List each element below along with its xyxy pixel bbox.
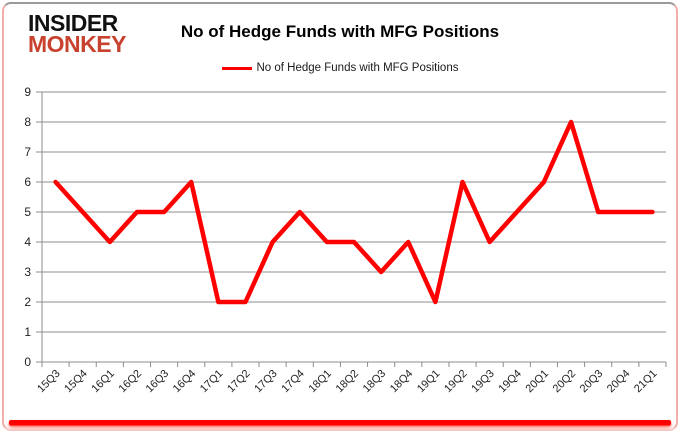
x-tick-label: 20Q3 bbox=[578, 368, 606, 396]
x-tick-label: 21Q1 bbox=[632, 368, 660, 396]
x-tick-label: 16Q3 bbox=[144, 368, 172, 396]
x-tick-label: 15Q3 bbox=[35, 368, 63, 396]
x-tick-label: 16Q1 bbox=[89, 368, 117, 396]
y-tick-label: 5 bbox=[24, 205, 31, 219]
x-tick-label: 17Q2 bbox=[225, 368, 253, 396]
x-tick-label: 17Q4 bbox=[279, 368, 307, 396]
chart-title: No of Hedge Funds with MFG Positions bbox=[180, 22, 500, 41]
x-tick-label: 18Q1 bbox=[306, 368, 334, 396]
y-tick-label: 9 bbox=[24, 85, 31, 99]
x-tick-label: 19Q2 bbox=[442, 368, 470, 396]
y-tick-label: 0 bbox=[24, 355, 31, 369]
x-tick-label: 15Q4 bbox=[62, 368, 90, 396]
logo-text-insider: INSIDER bbox=[28, 10, 118, 36]
y-tick-label: 8 bbox=[24, 115, 31, 129]
y-tick-label: 3 bbox=[24, 265, 31, 279]
x-tick-label: 20Q4 bbox=[605, 368, 633, 396]
y-axis-labels: 0 1 2 3 4 5 6 7 8 9 bbox=[24, 85, 31, 369]
insider-monkey-logo: INSIDER MONKEY bbox=[28, 10, 126, 58]
y-tick-label: 7 bbox=[24, 145, 31, 159]
x-tick-label: 18Q2 bbox=[334, 368, 362, 396]
y-tick-label: 6 bbox=[24, 175, 31, 189]
x-tick-label: 16Q2 bbox=[117, 368, 145, 396]
axis-ticks bbox=[36, 91, 667, 367]
bottom-accent-bar bbox=[9, 420, 671, 425]
logo-text-monkey: MONKEY bbox=[28, 31, 126, 58]
x-tick-label: 20Q2 bbox=[551, 368, 579, 396]
legend-label: No of Hedge Funds with MFG Positions bbox=[256, 62, 459, 74]
x-tick-label: 18Q4 bbox=[388, 368, 416, 396]
x-tick-label: 19Q4 bbox=[496, 368, 524, 396]
x-axis-labels: 15Q3 15Q4 16Q1 16Q2 16Q3 16Q4 17Q1 17Q2 17Q3 17Q4… bbox=[35, 368, 659, 396]
x-tick-label: 19Q3 bbox=[469, 368, 497, 396]
data-series-line bbox=[53, 119, 655, 305]
x-tick-label: 17Q1 bbox=[198, 368, 226, 396]
chart-legend: No of Hedge Funds with MFG Positions bbox=[4, 62, 676, 74]
y-tick-label: 1 bbox=[24, 325, 31, 339]
y-tick-label: 2 bbox=[24, 295, 31, 309]
x-tick-label: 16Q4 bbox=[171, 368, 199, 396]
x-tick-label: 17Q3 bbox=[252, 368, 280, 396]
x-tick-label: 20Q1 bbox=[524, 368, 552, 396]
y-tick-label: 4 bbox=[24, 235, 31, 249]
x-tick-label: 18Q3 bbox=[361, 368, 389, 396]
legend-line-swatch bbox=[221, 66, 252, 70]
x-tick-label: 19Q1 bbox=[415, 368, 443, 396]
